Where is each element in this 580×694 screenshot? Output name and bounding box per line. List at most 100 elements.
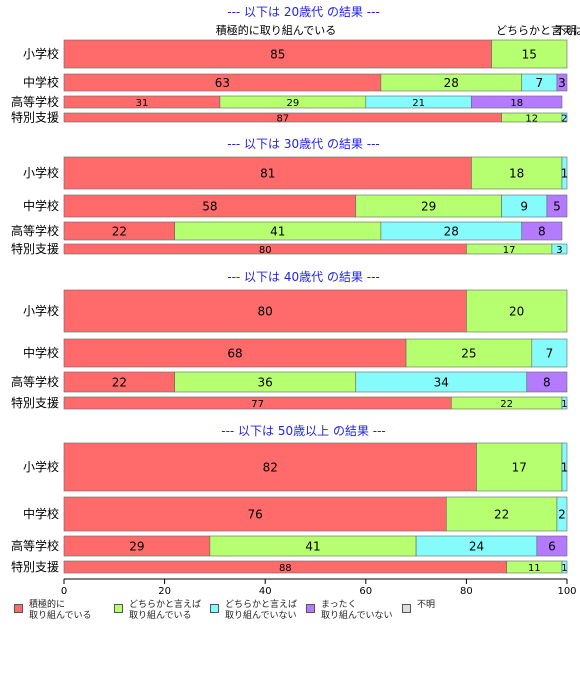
data-label: 28 <box>444 225 459 239</box>
bar-segment <box>466 289 568 333</box>
data-label: 21 <box>412 98 425 109</box>
bar-segment <box>546 194 568 218</box>
data-label: 36 <box>258 376 273 390</box>
data-label: 1 <box>561 167 569 181</box>
bar-segment <box>63 442 477 492</box>
header-label-1: どちらかと言えば <box>496 24 580 37</box>
legend-swatch-4 <box>402 604 411 613</box>
x-tick-label: 20 <box>158 586 171 597</box>
legend-label-4: 不明 <box>417 600 436 610</box>
data-label: 88 <box>279 563 292 574</box>
data-label: 76 <box>247 508 262 522</box>
panel-title-0: --- 以下は 20歳代 の結果 --- <box>227 5 380 19</box>
legend: 積極的に 取り組んでいる どちらかと言えば 取り組んでいる どちらかと言えば 取… <box>14 600 574 630</box>
row-label: 中学校 <box>23 506 59 521</box>
bar-segment <box>561 112 568 123</box>
data-label: 24 <box>469 540 484 554</box>
data-label: 11 <box>528 563 541 574</box>
bar-segment <box>63 338 407 368</box>
bar-segment <box>405 338 533 368</box>
data-label: 29 <box>286 98 299 109</box>
bar-segment <box>561 442 568 492</box>
data-label: 9 <box>520 200 528 214</box>
data-label: 8 <box>538 225 546 239</box>
data-label: 1 <box>561 563 567 574</box>
row-label: 高等学校 <box>11 374 59 389</box>
bar-segment <box>556 496 568 532</box>
data-label: 63 <box>215 76 230 90</box>
data-label: 22 <box>112 225 127 239</box>
data-label: 77 <box>251 399 264 410</box>
data-label: 81 <box>260 167 275 181</box>
data-label: 2 <box>558 508 566 522</box>
row-label: 小学校 <box>23 165 59 180</box>
data-label: 22 <box>500 399 513 410</box>
data-label: 15 <box>522 48 537 62</box>
data-label: 41 <box>305 540 320 554</box>
row-label: 中学校 <box>23 75 59 90</box>
row-label: 小学校 <box>23 459 59 474</box>
panel-title-1: --- 以下は 30歳代 の結果 --- <box>227 137 380 151</box>
row-label: 高等学校 <box>11 538 59 553</box>
data-label: 29 <box>421 200 436 214</box>
legend-item-1: どちらかと言えば 取り組んでいる <box>114 600 201 622</box>
x-tick-label: 0 <box>61 586 67 597</box>
row-label: 特別支援 <box>11 559 59 574</box>
data-label: 17 <box>512 461 527 475</box>
bar-segment <box>561 560 568 574</box>
legend-label-1: どちらかと言えば 取り組んでいる <box>129 600 202 621</box>
data-label: 8 <box>543 376 551 390</box>
bar-segment <box>551 243 568 255</box>
bar-segment <box>471 95 563 109</box>
bar-segment <box>556 73 568 92</box>
row-label: 特別支援 <box>11 395 59 410</box>
x-tick-label: 100 <box>557 586 576 597</box>
row-label: 特別支援 <box>11 110 59 125</box>
data-label: 7 <box>546 347 554 361</box>
data-label: 29 <box>129 540 144 554</box>
panel-title-2: --- 以下は 40歳代 の結果 --- <box>227 270 380 284</box>
x-tick-label: 60 <box>359 586 372 597</box>
legend-swatch-0 <box>14 604 23 613</box>
data-label: 80 <box>258 305 273 319</box>
header-label-0: 積極的に取り組んでいる <box>216 23 336 37</box>
row-label: 小学校 <box>23 303 59 318</box>
data-label: 34 <box>434 376 449 390</box>
bar-segment <box>536 535 568 557</box>
bar-segment <box>521 221 563 241</box>
bar-segment <box>476 442 563 492</box>
legend-swatch-2 <box>210 604 219 613</box>
data-label: 58 <box>202 200 217 214</box>
row-label: 中学校 <box>23 345 59 360</box>
legend-item-3: まったく 取り組んでいない <box>306 600 393 622</box>
x-tick-label: 40 <box>259 586 272 597</box>
data-label: 87 <box>276 113 289 124</box>
data-label: 68 <box>227 347 242 361</box>
data-label: 85 <box>270 48 285 62</box>
bar-segment <box>526 371 568 393</box>
row-label: 高等学校 <box>11 94 59 109</box>
panel-title-3: --- 以下は 50歳以上 の結果 --- <box>221 424 386 438</box>
data-label: 1 <box>561 399 567 410</box>
bar-segment <box>561 156 568 190</box>
data-label: 6 <box>548 540 556 554</box>
legend-swatch-1 <box>114 604 123 613</box>
data-label: 31 <box>136 98 149 109</box>
row-label: 高等学校 <box>11 223 59 238</box>
data-label: 12 <box>525 113 538 124</box>
bar-segment <box>491 39 568 69</box>
bar-segment <box>561 396 568 410</box>
data-label: 80 <box>259 245 272 256</box>
header-label-2: 不明 <box>555 24 577 37</box>
bar-segment <box>63 289 467 333</box>
data-label: 3 <box>558 76 566 90</box>
legend-swatch-3 <box>306 604 315 613</box>
row-label: 小学校 <box>23 46 59 61</box>
data-label: 25 <box>461 347 476 361</box>
legend-item-2: どちらかと言えば 取り組んでいない <box>210 600 297 622</box>
data-label: 7 <box>536 76 544 90</box>
data-label: 1 <box>561 461 569 475</box>
bar-segment <box>63 156 472 190</box>
data-label: 18 <box>509 167 524 181</box>
